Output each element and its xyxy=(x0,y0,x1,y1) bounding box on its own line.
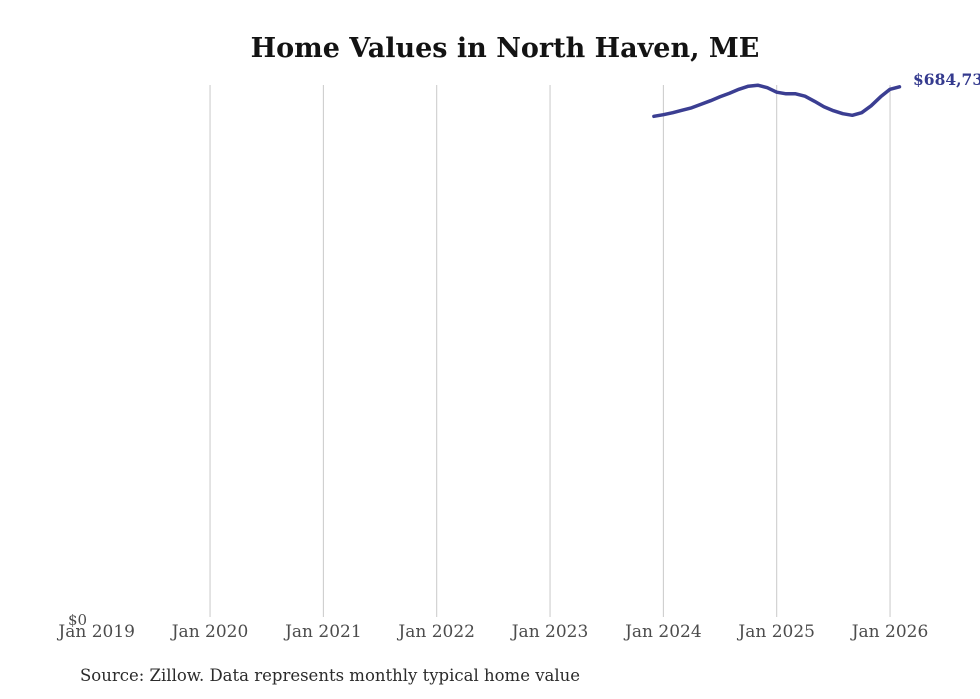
x-axis-tick-label: Jan 2022 xyxy=(398,622,475,642)
source-note: Source: Zillow. Data represents monthly … xyxy=(80,666,581,685)
x-axis-tick-label: Jan 2023 xyxy=(511,622,589,642)
x-axis-tick-label: Jan 2019 xyxy=(58,622,135,642)
y-axis-zero-label: $0 xyxy=(68,611,88,629)
x-axis-tick-label: Jan 2024 xyxy=(625,622,702,642)
chart-title: Home Values in North Haven, ME xyxy=(250,33,760,64)
x-axis-tick-label: Jan 2025 xyxy=(738,622,815,642)
x-axis-tick-label: Jan 2021 xyxy=(285,622,362,642)
home-value-line xyxy=(652,83,902,119)
x-axis-tick-label: Jan 2026 xyxy=(851,622,929,642)
latest-value-label: $684,735 xyxy=(913,70,980,89)
x-axis-tick-label: Jan 2020 xyxy=(171,622,249,642)
